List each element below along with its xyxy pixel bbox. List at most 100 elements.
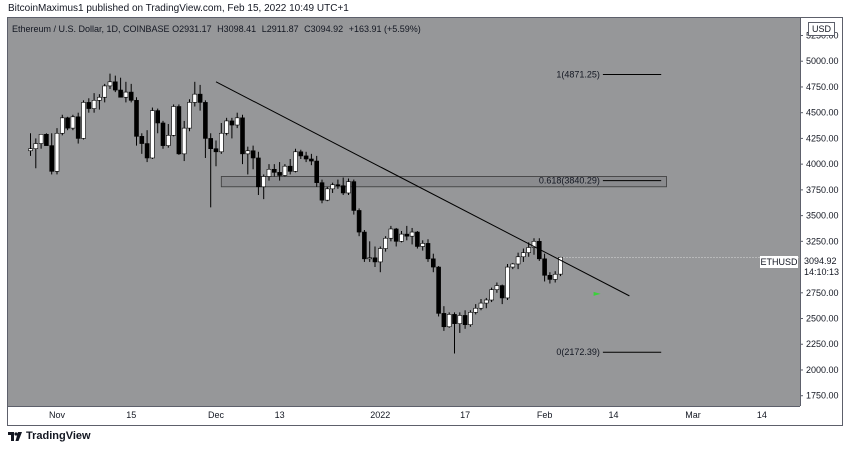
price-tick-label: 4750.00 [806, 82, 839, 92]
candle-body [393, 228, 399, 242]
candle-body [330, 184, 335, 190]
candle-body [81, 102, 86, 139]
candle-body [266, 168, 272, 177]
candle-body [256, 157, 261, 188]
candle-body [33, 143, 39, 150]
candle-body [324, 188, 330, 201]
candle-body [542, 258, 547, 276]
price-tick-label: 2000.00 [806, 365, 839, 375]
candle-body [59, 117, 65, 134]
candle-body [97, 96, 102, 101]
fib-level-label: 0.618(3840.29) [539, 176, 600, 186]
candle-body [91, 100, 97, 109]
candle-body [420, 243, 426, 247]
candle-body [123, 91, 129, 98]
fib-levels-group: 1(4871.25) 0.618(3840.29) 0(2172.39) [539, 69, 800, 357]
candle-body [489, 289, 494, 301]
candle-body [250, 150, 256, 159]
bar-countdown: 14:10:13 [804, 267, 840, 277]
candle-body [261, 176, 267, 188]
candle-body [54, 132, 60, 172]
time-tick-label: 14 [757, 410, 767, 420]
candle-body [86, 102, 92, 109]
legend-low-value: 2911.87 [266, 24, 299, 34]
green-arrow-marker [593, 291, 601, 296]
currency-badge[interactable]: USD [808, 22, 836, 36]
candle-body [303, 155, 309, 160]
candle-body [404, 233, 410, 237]
candle-body [213, 148, 219, 153]
candle-body [192, 93, 198, 103]
time-tick-label: Feb [537, 410, 553, 420]
price-tick-label: 2500.00 [806, 314, 839, 324]
time-axis[interactable] [8, 406, 800, 425]
candle-body [118, 89, 123, 98]
candle-body [245, 150, 251, 155]
price-tick-label: 2250.00 [806, 339, 839, 349]
legend-change: +163.91 (+5.59%) [348, 24, 421, 34]
price-tick-label: 3500.00 [806, 211, 839, 221]
candle-body [282, 165, 288, 176]
candle-body [75, 116, 81, 139]
candle-body [473, 307, 479, 313]
candle-body [28, 148, 33, 152]
candle-body [372, 257, 378, 263]
footer-brand: TradingView [26, 430, 91, 442]
candle-body [526, 247, 532, 253]
candle-body [383, 237, 388, 249]
candle-body [166, 135, 171, 146]
candle-body [229, 120, 235, 126]
candle-body [415, 231, 420, 247]
candle-body [144, 143, 150, 159]
candle-body [478, 302, 484, 309]
candle-body [388, 228, 394, 239]
candle-body [234, 117, 240, 126]
candle-body [38, 133, 44, 144]
candle-body [139, 136, 145, 144]
candle-body [113, 81, 118, 91]
plot-area[interactable] [8, 18, 800, 406]
candle-body [340, 185, 346, 194]
candle-body [298, 151, 304, 157]
fib-level-label: 0(2172.39) [556, 347, 600, 357]
tradingview-logo-icon [8, 431, 22, 441]
candle-body [208, 138, 213, 150]
candle-body [240, 117, 245, 155]
legend-high-value: 3098.41 [223, 24, 257, 34]
candle-body [187, 102, 192, 129]
last-price-tag: 3094.92 14:10:13 [801, 256, 841, 278]
candle-body [44, 133, 49, 146]
price-tick-label: 5000.00 [806, 56, 839, 66]
candle-body [547, 274, 553, 280]
price-tick-label: 1750.00 [806, 391, 839, 401]
candle-body [219, 132, 224, 153]
legend-close-label: C [304, 24, 311, 34]
time-ticks-group: Nov 15 Dec 13 2022 17 Feb 14 Mar 14 [49, 410, 767, 420]
candle-body [70, 116, 76, 129]
candle-body [335, 184, 341, 187]
candle-body [457, 315, 463, 324]
price-tick-label: 4500.00 [806, 108, 839, 118]
candle-body [309, 158, 314, 162]
candle-body [552, 273, 558, 280]
price-axis[interactable] [800, 18, 842, 406]
price-tick-label: 2750.00 [806, 288, 839, 298]
candle-body [128, 91, 134, 101]
price-tick-label: 3750.00 [806, 185, 839, 195]
time-tick-label: Dec [208, 410, 225, 420]
candle-body [319, 182, 325, 201]
candle-body [49, 145, 55, 172]
candle-body [436, 266, 441, 314]
legend-open-label: O [172, 24, 180, 34]
time-tick-label: 15 [126, 410, 136, 420]
candle-body [399, 233, 404, 242]
chart-legend: Ethereum / U.S. Dollar, 1D, COINBASE O29… [12, 24, 421, 34]
descending-resistance-line [215, 81, 630, 297]
price-tick-label: 4250.00 [806, 133, 839, 143]
candle-body [277, 172, 282, 176]
time-tick-label: Mar [685, 410, 701, 420]
candle-body [107, 81, 113, 87]
candle-body [293, 151, 298, 172]
candle-body [181, 127, 187, 155]
candle-body [452, 314, 457, 324]
